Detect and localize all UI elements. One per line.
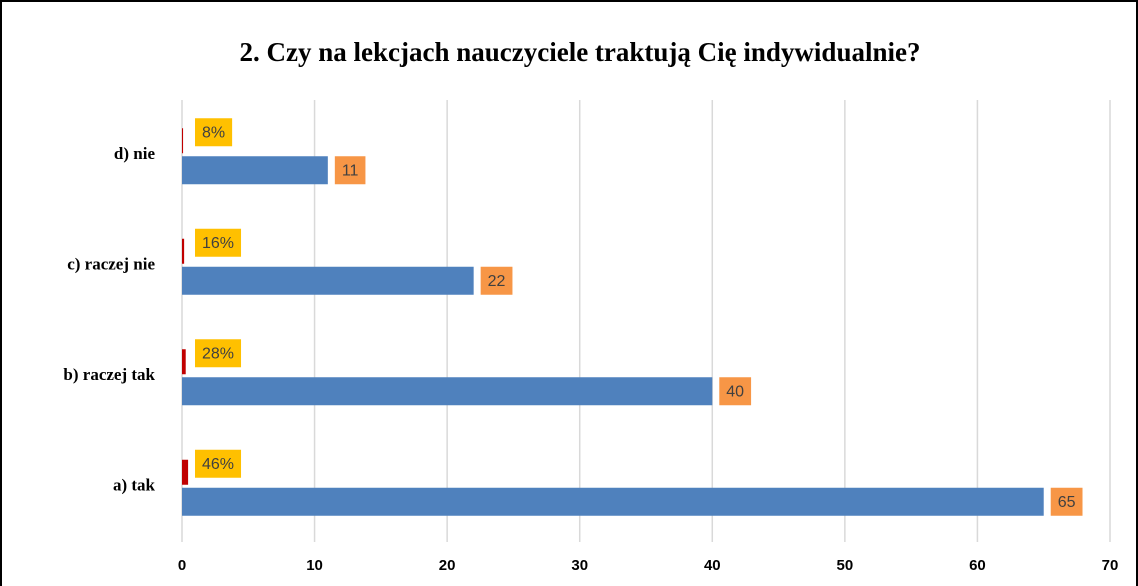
data-label-box — [195, 118, 233, 147]
x-tick-label: 60 — [969, 557, 986, 574]
bar — [182, 156, 328, 185]
x-tick-label: 70 — [1102, 557, 1119, 574]
data-label-box — [1050, 487, 1083, 516]
x-tick-label: 30 — [571, 557, 588, 574]
data-label: 28% — [202, 345, 234, 362]
data-label: 46% — [202, 456, 234, 473]
y-tick-label: d) nie — [114, 144, 156, 163]
data-label: 16% — [202, 235, 234, 252]
bar — [182, 459, 189, 485]
x-tick-label: 20 — [439, 557, 456, 574]
bar — [182, 349, 186, 375]
bar — [182, 377, 713, 406]
data-label-box — [334, 156, 366, 185]
data-label-box — [195, 339, 242, 368]
data-label: 65 — [1058, 494, 1076, 511]
data-label: 40 — [726, 383, 744, 400]
x-tick-label: 10 — [306, 557, 323, 574]
x-tick-label: 40 — [704, 557, 721, 574]
bar — [182, 128, 184, 154]
data-label-box — [195, 228, 242, 257]
y-tick-label: a) tak — [113, 476, 156, 495]
data-label: 8% — [202, 124, 225, 141]
x-tick-label: 50 — [837, 557, 854, 574]
data-label: 11 — [342, 162, 359, 179]
bar — [182, 487, 1044, 516]
data-label-box — [195, 449, 242, 478]
chart-title: 2. Czy na lekcjach nauczyciele traktują … — [240, 37, 921, 67]
data-label-box — [480, 266, 513, 295]
data-label: 22 — [488, 273, 506, 290]
y-tick-label: b) raczej tak — [63, 365, 155, 384]
x-tick-label: 0 — [178, 557, 186, 574]
data-label-box — [719, 377, 752, 406]
y-tick-label: c) raczej nie — [67, 255, 155, 274]
bar — [182, 238, 185, 264]
bar — [182, 266, 474, 295]
